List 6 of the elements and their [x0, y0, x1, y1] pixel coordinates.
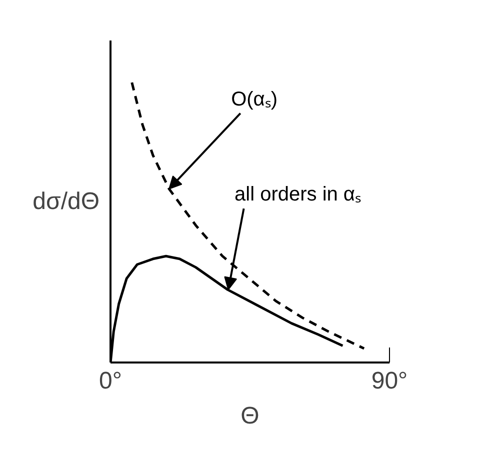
x-tick-label: 90° [371, 368, 408, 394]
annotation: O(αₛ) [231, 88, 278, 110]
x-tick-label: 0° [99, 368, 122, 394]
y-axis-title: dσ/dΘ [32, 188, 100, 215]
annotation: all orders in αₛ [234, 184, 361, 206]
x-axis-title: Θ [240, 402, 260, 430]
